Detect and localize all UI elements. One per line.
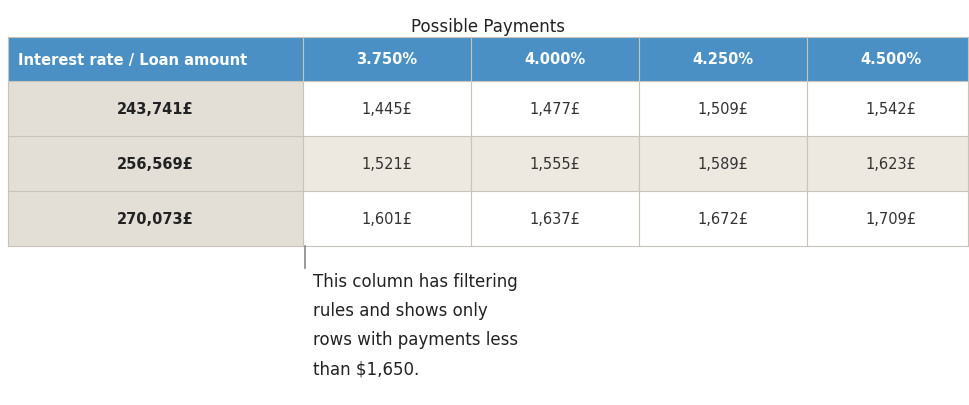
- Text: Possible Payments: Possible Payments: [411, 18, 565, 36]
- Text: 4.500%: 4.500%: [860, 52, 922, 67]
- Text: 1,623£: 1,623£: [865, 157, 917, 172]
- Text: This column has filtering
rules and shows only
rows with payments less
than $1,6: This column has filtering rules and show…: [313, 272, 518, 378]
- Text: 1,521£: 1,521£: [361, 157, 413, 172]
- Text: 1,709£: 1,709£: [865, 211, 917, 226]
- Text: 1,445£: 1,445£: [361, 102, 413, 117]
- Text: 4.250%: 4.250%: [693, 52, 754, 67]
- Bar: [8, 82, 303, 136]
- Text: 1,601£: 1,601£: [361, 211, 413, 226]
- Text: 3.750%: 3.750%: [357, 52, 418, 67]
- Text: 1,509£: 1,509£: [698, 102, 748, 117]
- Text: Interest rate / Loan amount: Interest rate / Loan amount: [18, 52, 247, 67]
- Text: 256,569£: 256,569£: [117, 157, 194, 172]
- Text: 4.000%: 4.000%: [524, 52, 585, 67]
- Bar: [303, 136, 968, 192]
- Text: 1,672£: 1,672£: [698, 211, 749, 226]
- Text: 1,542£: 1,542£: [865, 102, 917, 117]
- Text: 243,741£: 243,741£: [117, 102, 194, 117]
- Text: 270,073£: 270,073£: [117, 211, 194, 226]
- Bar: [303, 192, 968, 246]
- Text: 1,589£: 1,589£: [698, 157, 748, 172]
- Text: 1,637£: 1,637£: [530, 211, 580, 226]
- Bar: [8, 136, 303, 192]
- Bar: [303, 82, 968, 136]
- Bar: [8, 38, 968, 82]
- Bar: [8, 192, 303, 246]
- Text: 1,477£: 1,477£: [529, 102, 580, 117]
- Text: 1,555£: 1,555£: [530, 157, 580, 172]
